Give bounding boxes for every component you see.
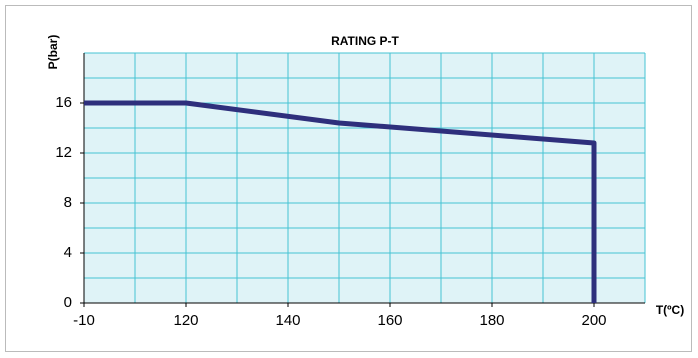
x-tick-label: 160 — [377, 312, 402, 329]
x-tick-label: 140 — [275, 312, 300, 329]
data-line — [84, 100, 597, 303]
x-axis-label: T(ºC) — [656, 303, 684, 317]
y-tick-label: 8 — [64, 194, 72, 211]
y-tick-label: 16 — [55, 94, 72, 111]
y-tick-label: 12 — [55, 144, 72, 161]
x-tick-label: 200 — [581, 312, 606, 329]
y-axis-label: P(bar) — [46, 35, 60, 70]
y-tick-label: 0 — [64, 294, 72, 311]
x-tick-label: 120 — [173, 312, 198, 329]
x-tick-label: 180 — [479, 312, 504, 329]
chart-title: RATING P-T — [331, 34, 399, 48]
x-tick-label: -10 — [73, 312, 95, 329]
y-tick-label: 4 — [64, 244, 72, 261]
